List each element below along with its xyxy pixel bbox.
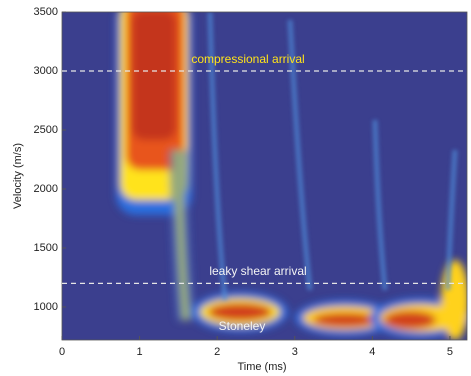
x-tick-label: 5 — [447, 346, 453, 358]
annotation: leaky shear arrival — [209, 264, 306, 278]
annotation: compressional arrival — [191, 52, 304, 66]
y-axis-label: Velocity (m/s) — [12, 143, 24, 209]
plot-frame — [61, 11, 468, 341]
x-tick-label: 2 — [214, 346, 220, 358]
y-tick-label: 3500 — [34, 6, 58, 18]
annotation: Stoneley — [219, 319, 266, 333]
x-tick-label: 1 — [137, 346, 143, 358]
x-tick-label: 4 — [369, 346, 375, 358]
x-axis-label: Time (ms) — [237, 361, 286, 373]
heatmap — [62, 12, 467, 340]
y-tick-label: 3000 — [34, 65, 58, 77]
x-tick-label: 0 — [59, 346, 65, 358]
y-tick-label: 1500 — [34, 242, 58, 254]
x-tick-label: 3 — [292, 346, 298, 358]
y-tick-label: 2000 — [34, 183, 58, 195]
y-tick-label: 1000 — [34, 301, 58, 313]
y-tick-label: 2500 — [34, 124, 58, 136]
